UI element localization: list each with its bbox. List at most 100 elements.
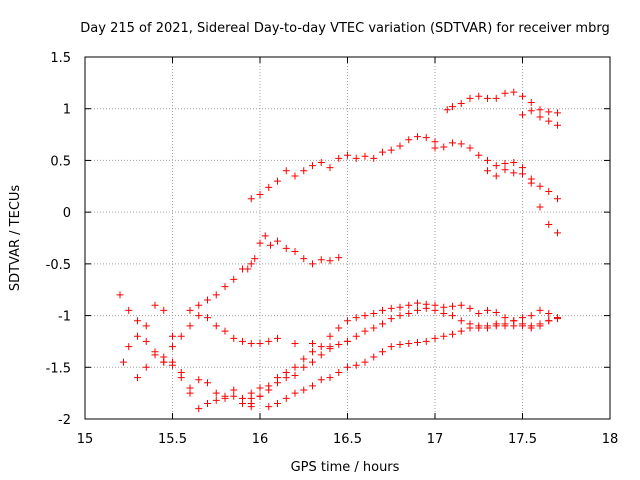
data-point <box>177 374 185 382</box>
data-point <box>536 113 544 121</box>
y-tick-label: -0.5 <box>46 258 71 273</box>
data-point <box>405 310 413 318</box>
data-point <box>387 146 395 154</box>
series-track-2 <box>431 139 561 203</box>
data-point <box>370 154 378 162</box>
data-point <box>274 237 281 245</box>
data-point <box>536 106 544 114</box>
data-point <box>405 301 413 309</box>
data-point <box>230 386 238 394</box>
data-point <box>186 384 194 392</box>
data-point <box>527 99 535 107</box>
y-tick-label: 1.5 <box>50 51 71 66</box>
y-tick-label: 1 <box>63 103 71 118</box>
data-point <box>545 221 553 229</box>
data-point <box>492 162 500 170</box>
data-point <box>554 314 561 322</box>
data-point <box>554 229 561 237</box>
data-point <box>414 306 421 314</box>
data-point <box>267 241 274 249</box>
data-point <box>282 167 290 175</box>
data-point <box>309 339 316 347</box>
data-point <box>475 310 483 318</box>
data-point <box>309 348 316 356</box>
data-point <box>440 143 448 151</box>
data-point <box>195 405 203 413</box>
data-point <box>536 203 544 211</box>
data-point <box>519 322 526 330</box>
data-point <box>422 337 430 345</box>
data-point <box>466 94 474 102</box>
data-point <box>326 257 334 265</box>
data-point <box>256 239 264 247</box>
data-point <box>352 314 360 322</box>
data-point <box>352 361 360 369</box>
data-point <box>387 304 395 312</box>
series-track-6 <box>244 232 343 273</box>
data-point <box>204 379 211 387</box>
data-point <box>545 187 553 195</box>
data-point <box>431 334 439 342</box>
data-point <box>317 351 325 359</box>
series-track-8 <box>186 301 351 351</box>
data-point <box>291 363 299 371</box>
data-point <box>309 358 316 366</box>
data-point <box>142 337 150 345</box>
data-point <box>387 315 395 323</box>
data-point <box>554 121 561 129</box>
data-point <box>457 100 465 108</box>
data-point <box>247 339 255 347</box>
data-point <box>457 301 465 309</box>
data-point <box>414 338 421 346</box>
data-point <box>431 306 439 314</box>
x-tick-label: 17 <box>427 432 444 447</box>
data-point <box>370 310 378 318</box>
data-point <box>151 351 159 359</box>
y-tick-label: -1 <box>58 310 71 325</box>
data-point <box>344 363 351 371</box>
x-tick-label: 15.5 <box>158 432 187 447</box>
series-track-4 <box>443 88 561 117</box>
data-point <box>449 330 456 338</box>
data-point <box>116 291 124 299</box>
data-point <box>449 302 456 310</box>
data-point <box>501 322 509 330</box>
data-point <box>335 254 343 262</box>
data-point <box>291 247 299 255</box>
data-point <box>527 107 535 115</box>
data-point <box>414 299 421 307</box>
data-point <box>457 317 465 325</box>
data-point <box>484 322 491 330</box>
data-point <box>230 275 238 283</box>
y-tick-label: 0 <box>63 206 71 221</box>
data-point <box>492 172 500 180</box>
data-point <box>326 345 334 353</box>
data-point <box>326 374 334 382</box>
axis-ticks: 15 15.5 16 16.5 17 17.5 18 -2 -1.5 -1 -0.5 0 0.5 1 1.5 <box>46 51 619 447</box>
data-point <box>396 341 404 349</box>
data-point <box>352 332 360 340</box>
data-point <box>554 109 561 117</box>
data-point <box>134 374 141 382</box>
data-point <box>309 260 316 268</box>
data-point <box>274 177 281 185</box>
series-track-5 <box>519 107 561 129</box>
data-point <box>466 324 474 332</box>
data-point <box>204 399 211 407</box>
data-point <box>204 314 211 322</box>
data-point <box>282 374 290 382</box>
data-point <box>501 160 509 168</box>
data-point <box>501 166 509 174</box>
data-point <box>230 392 238 400</box>
data-point <box>431 138 439 146</box>
data-point <box>239 337 246 345</box>
data-point <box>466 144 474 152</box>
data-point <box>195 312 203 320</box>
data-point <box>492 320 500 328</box>
data-point <box>186 306 194 314</box>
data-point <box>484 156 491 164</box>
data-point <box>291 172 299 180</box>
data-point <box>256 339 264 347</box>
data-point <box>265 403 273 411</box>
